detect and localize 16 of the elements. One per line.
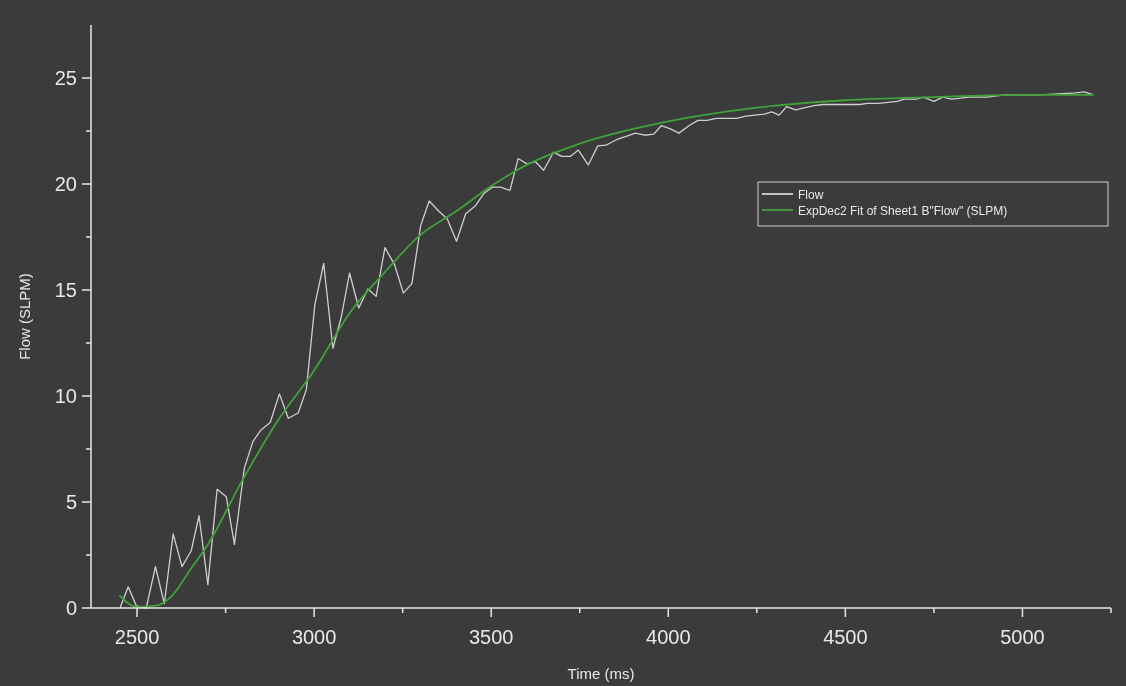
y-tick-label: 0 <box>65 597 77 619</box>
x-axis-title: Time (ms) <box>567 665 635 682</box>
legend-label: Flow <box>798 188 824 202</box>
y-tick-label: 15 <box>54 279 77 301</box>
y-tick-label: 25 <box>54 67 77 89</box>
x-tick-label: 4000 <box>646 626 691 648</box>
x-tick-label: 4500 <box>823 626 868 648</box>
y-axis-title: Flow (SLPM) <box>16 273 33 360</box>
x-tick-label: 3000 <box>291 626 337 648</box>
y-tick-label: 20 <box>54 173 77 195</box>
x-tick-label: 3500 <box>468 626 514 648</box>
y-tick-label: 10 <box>54 385 77 407</box>
x-tick-label: 5000 <box>1000 626 1045 648</box>
x-tick-label: 2500 <box>114 626 160 648</box>
y-tick-label: 5 <box>65 491 77 513</box>
legend-label: ExpDec2 Fit of Sheet1 B"Flow" (SLPM) <box>798 204 1008 218</box>
